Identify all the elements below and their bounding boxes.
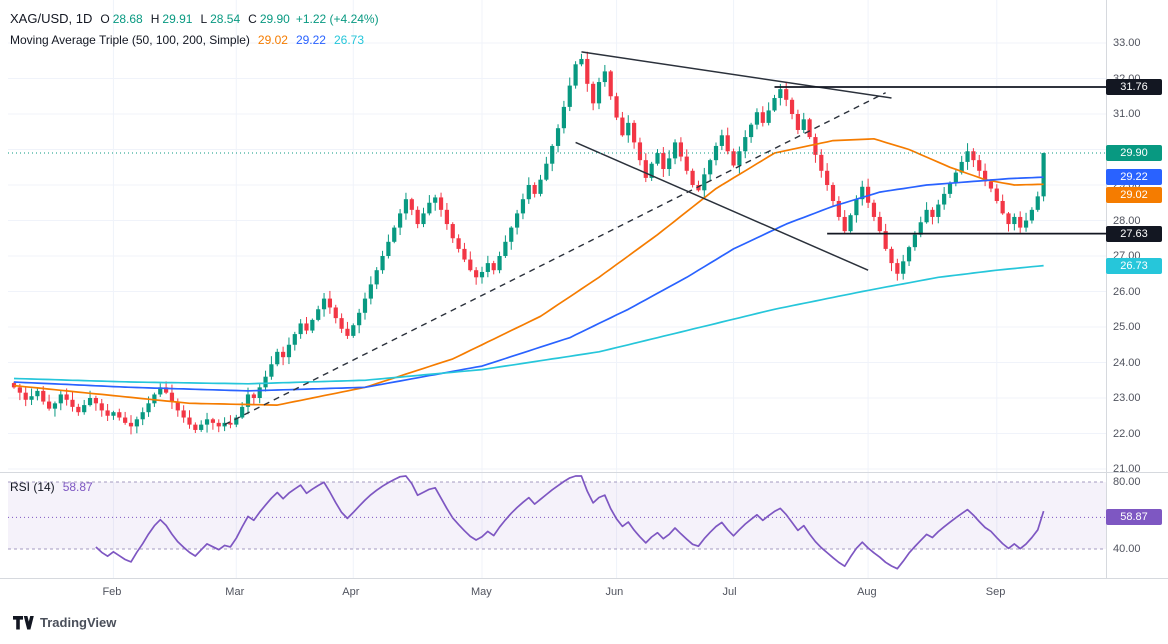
month-label: Feb — [102, 586, 122, 598]
price-tick-label: 24.00 — [1113, 356, 1141, 369]
rsi-tick-label: 40.00 — [1113, 543, 1141, 555]
open-label: O — [100, 11, 110, 26]
tradingview-logo-text: TradingView — [40, 615, 117, 630]
close-value: 29.90 — [259, 11, 290, 26]
pane-separators — [0, 0, 1168, 579]
low-label: L — [200, 11, 208, 26]
rsi-indicator-title[interactable]: RSI (14) — [10, 479, 55, 494]
ma-indicator-title[interactable]: Moving Average Triple (50, 100, 200, Sim… — [10, 32, 250, 47]
rsi-line — [95, 475, 1045, 570]
open-value: 28.68 — [112, 11, 143, 26]
price-tick-label: 33.00 — [1113, 37, 1141, 49]
sma50-line — [13, 137, 1044, 406]
tradingview-logo[interactable]: TradingView — [13, 615, 116, 630]
low-value: 28.54 — [210, 11, 241, 26]
symbol-title[interactable]: XAG/USD, 1D — [10, 11, 93, 26]
price-tick-label: 26.00 — [1113, 285, 1141, 298]
month-label: Apr — [342, 586, 360, 598]
candles-series — [11, 51, 1046, 435]
month-label: Sep — [985, 586, 1006, 598]
price-tick-label: 31.00 — [1113, 108, 1141, 120]
price-tick-label: 25.00 — [1113, 321, 1141, 333]
rsi-axis-tag[interactable]: 58.87 — [1106, 509, 1162, 526]
price-axis-tag[interactable]: 26.73 — [1106, 257, 1162, 274]
rsi-value: 58.87 — [62, 479, 93, 494]
grid-lines — [8, 0, 1106, 578]
legend-area: XAG/USD, 1D O 28.68 H 29.91 L 28.54 C 29… — [10, 8, 379, 50]
price-axis-tag[interactable]: 29.90 — [1106, 145, 1162, 162]
price-axis-tag[interactable]: 29.02 — [1106, 187, 1162, 204]
price-axis-tag[interactable]: 29.22 — [1106, 169, 1162, 186]
ma-legend-row: Moving Average Triple (50, 100, 200, Sim… — [10, 29, 379, 50]
change-value: +1.22 (+4.24%) — [295, 11, 379, 26]
rsi-band — [8, 481, 1106, 550]
high-label: H — [150, 11, 160, 26]
month-label: May — [471, 586, 492, 598]
price-tick-label: 23.00 — [1113, 392, 1141, 404]
price-axis-tag[interactable]: 27.63 — [1106, 225, 1162, 242]
sma200-line — [13, 264, 1044, 385]
tradingview-logo-icon — [13, 615, 34, 629]
symbol-legend-row: XAG/USD, 1D O 28.68 H 29.91 L 28.54 C 29… — [10, 8, 379, 29]
rsi-legend-row: RSI (14) 58.87 — [10, 476, 93, 497]
rsi-legend-area: RSI (14) 58.87 — [10, 476, 93, 497]
sma100-line — [13, 176, 1044, 392]
rsi-tick-label: 80.00 — [1113, 476, 1141, 488]
price-tick-label: 22.00 — [1113, 427, 1141, 440]
drawing-tools — [224, 51, 1106, 426]
month-label: Aug — [857, 586, 877, 598]
price-axis-tag[interactable]: 31.76 — [1106, 79, 1162, 96]
price-tick-label: 28.00 — [1113, 214, 1141, 227]
ma50-value: 29.02 — [257, 32, 288, 47]
close-label: C — [248, 11, 257, 26]
ma200-value: 26.73 — [333, 32, 365, 47]
price-axis[interactable]: 33.0032.0031.0030.0029.0028.0027.0026.00… — [1106, 0, 1168, 578]
time-axis[interactable]: Feb Mar Apr May Jun Jul Aug Sep — [0, 579, 1168, 603]
ma100-value: 29.22 — [295, 32, 326, 47]
price-tick-label: 21.00 — [1113, 463, 1141, 475]
high-value: 29.91 — [162, 11, 193, 26]
month-label: Jun — [605, 586, 624, 598]
month-label: Mar — [225, 586, 245, 598]
month-label: Jul — [722, 586, 737, 598]
